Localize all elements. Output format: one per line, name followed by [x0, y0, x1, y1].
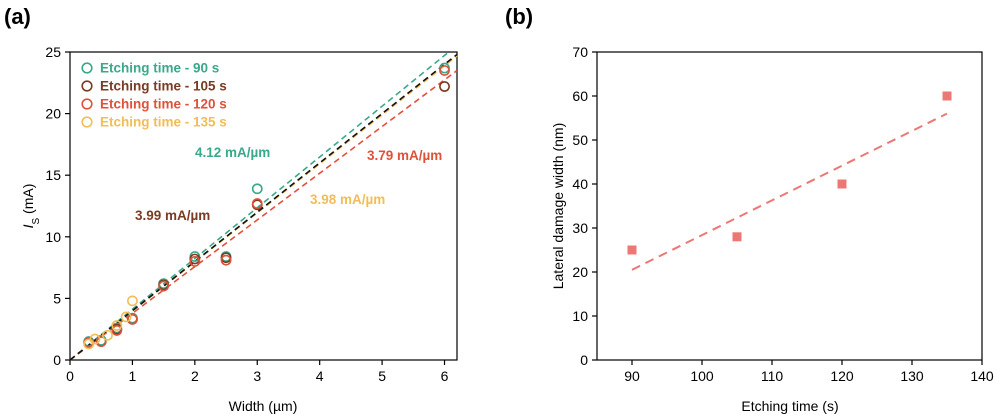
y-tick-label: 60	[572, 88, 588, 104]
y-tick-label: 70	[572, 44, 588, 60]
y-tick-label: 0	[53, 352, 61, 368]
panel-b-data-points	[628, 92, 952, 255]
x-tick-label: 3	[253, 368, 261, 384]
x-tick-label: 1	[129, 368, 137, 384]
y-tick-label: 15	[45, 167, 61, 183]
panel-a-x-ticks: 0 1 2 3 4 5 6	[66, 360, 449, 384]
x-tick-label: 130	[900, 368, 924, 384]
x-tick-label: 90	[624, 368, 640, 384]
y-title-unit: (mA)	[20, 184, 36, 218]
panel-a-y-axis-title: IS (mA)	[20, 184, 42, 229]
point-135s-5	[128, 296, 137, 305]
y-tick-label: 25	[45, 44, 61, 60]
y-tick-label: 20	[45, 106, 61, 122]
y-tick-label: 10	[572, 308, 588, 324]
y-tick-label: 20	[572, 264, 588, 280]
point-damage-3	[943, 92, 952, 101]
point-damage-1	[733, 232, 742, 241]
figure: (a) 0 1 2 3 4 5 6 0 5 10 15 20 25 Width (µm) IS (mA…	[0, 0, 1000, 420]
point-damage-0	[628, 246, 637, 255]
x-tick-label: 2	[191, 368, 199, 384]
legend-label-105s: Etching time - 105 s	[100, 79, 227, 94]
x-tick-label: 0	[66, 368, 74, 384]
legend-marker-135s	[82, 117, 92, 127]
panel-b-y-ticks: 0 10 20 30 40 50 60 70	[572, 44, 597, 368]
point-90s-7	[253, 184, 262, 193]
point-105s-8	[440, 82, 449, 91]
slope-label-120s: 3.79 mA/µm	[367, 148, 442, 163]
legend-label-135s: Etching time - 135 s	[100, 115, 227, 130]
panel-b-x-axis-title: Etching time (s)	[741, 398, 838, 414]
x-tick-label: 140	[970, 368, 994, 384]
point-damage-2	[838, 180, 847, 189]
y-tick-label: 0	[580, 352, 588, 368]
y-tick-label: 10	[45, 229, 61, 245]
panel-b-label: (b)	[505, 4, 533, 29]
legend-marker-105s	[82, 81, 92, 91]
x-tick-label: 6	[441, 368, 449, 384]
y-tick-label: 40	[572, 176, 588, 192]
x-tick-label: 100	[690, 368, 714, 384]
panel-a-legend: Etching time - 90 s Etching time - 105 s…	[82, 61, 227, 130]
legend-marker-90s	[82, 63, 92, 73]
panel-b: (b) 90 100 110 120 130 140 0 10 20 30 40 50 60 70 Et…	[505, 4, 994, 414]
fit-line-damage	[632, 114, 947, 270]
legend-label-90s: Etching time - 90 s	[100, 61, 219, 76]
x-tick-label: 5	[378, 368, 386, 384]
x-tick-label: 110	[761, 368, 784, 384]
panel-a-label: (a)	[4, 4, 31, 29]
panel-a-y-ticks: 0 5 10 15 20 25	[45, 44, 70, 368]
panel-b-fit-line	[632, 114, 947, 270]
slope-label-105s: 3.99 mA/µm	[135, 208, 210, 223]
y-tick-label: 30	[572, 220, 588, 236]
legend-label-120s: Etching time - 120 s	[100, 97, 227, 112]
panel-a: (a) 0 1 2 3 4 5 6 0 5 10 15 20 25 Width (µm) IS (mA…	[4, 4, 457, 414]
slope-label-90s: 4.12 mA/µm	[195, 145, 270, 160]
slope-label-135s: 3.98 mA/µm	[310, 192, 385, 207]
y-tick-label: 50	[572, 132, 588, 148]
x-tick-label: 4	[316, 368, 324, 384]
panel-b-y-axis-title: Lateral damage width (nm)	[550, 123, 566, 290]
panel-b-plot-frame	[597, 52, 982, 360]
panel-b-x-ticks: 90 100 110 120 130 140	[624, 360, 994, 384]
x-tick-label: 120	[830, 368, 854, 384]
y-tick-label: 5	[53, 290, 61, 306]
panel-a-x-axis-title: Width (µm)	[229, 398, 298, 414]
legend-marker-120s	[82, 99, 92, 109]
